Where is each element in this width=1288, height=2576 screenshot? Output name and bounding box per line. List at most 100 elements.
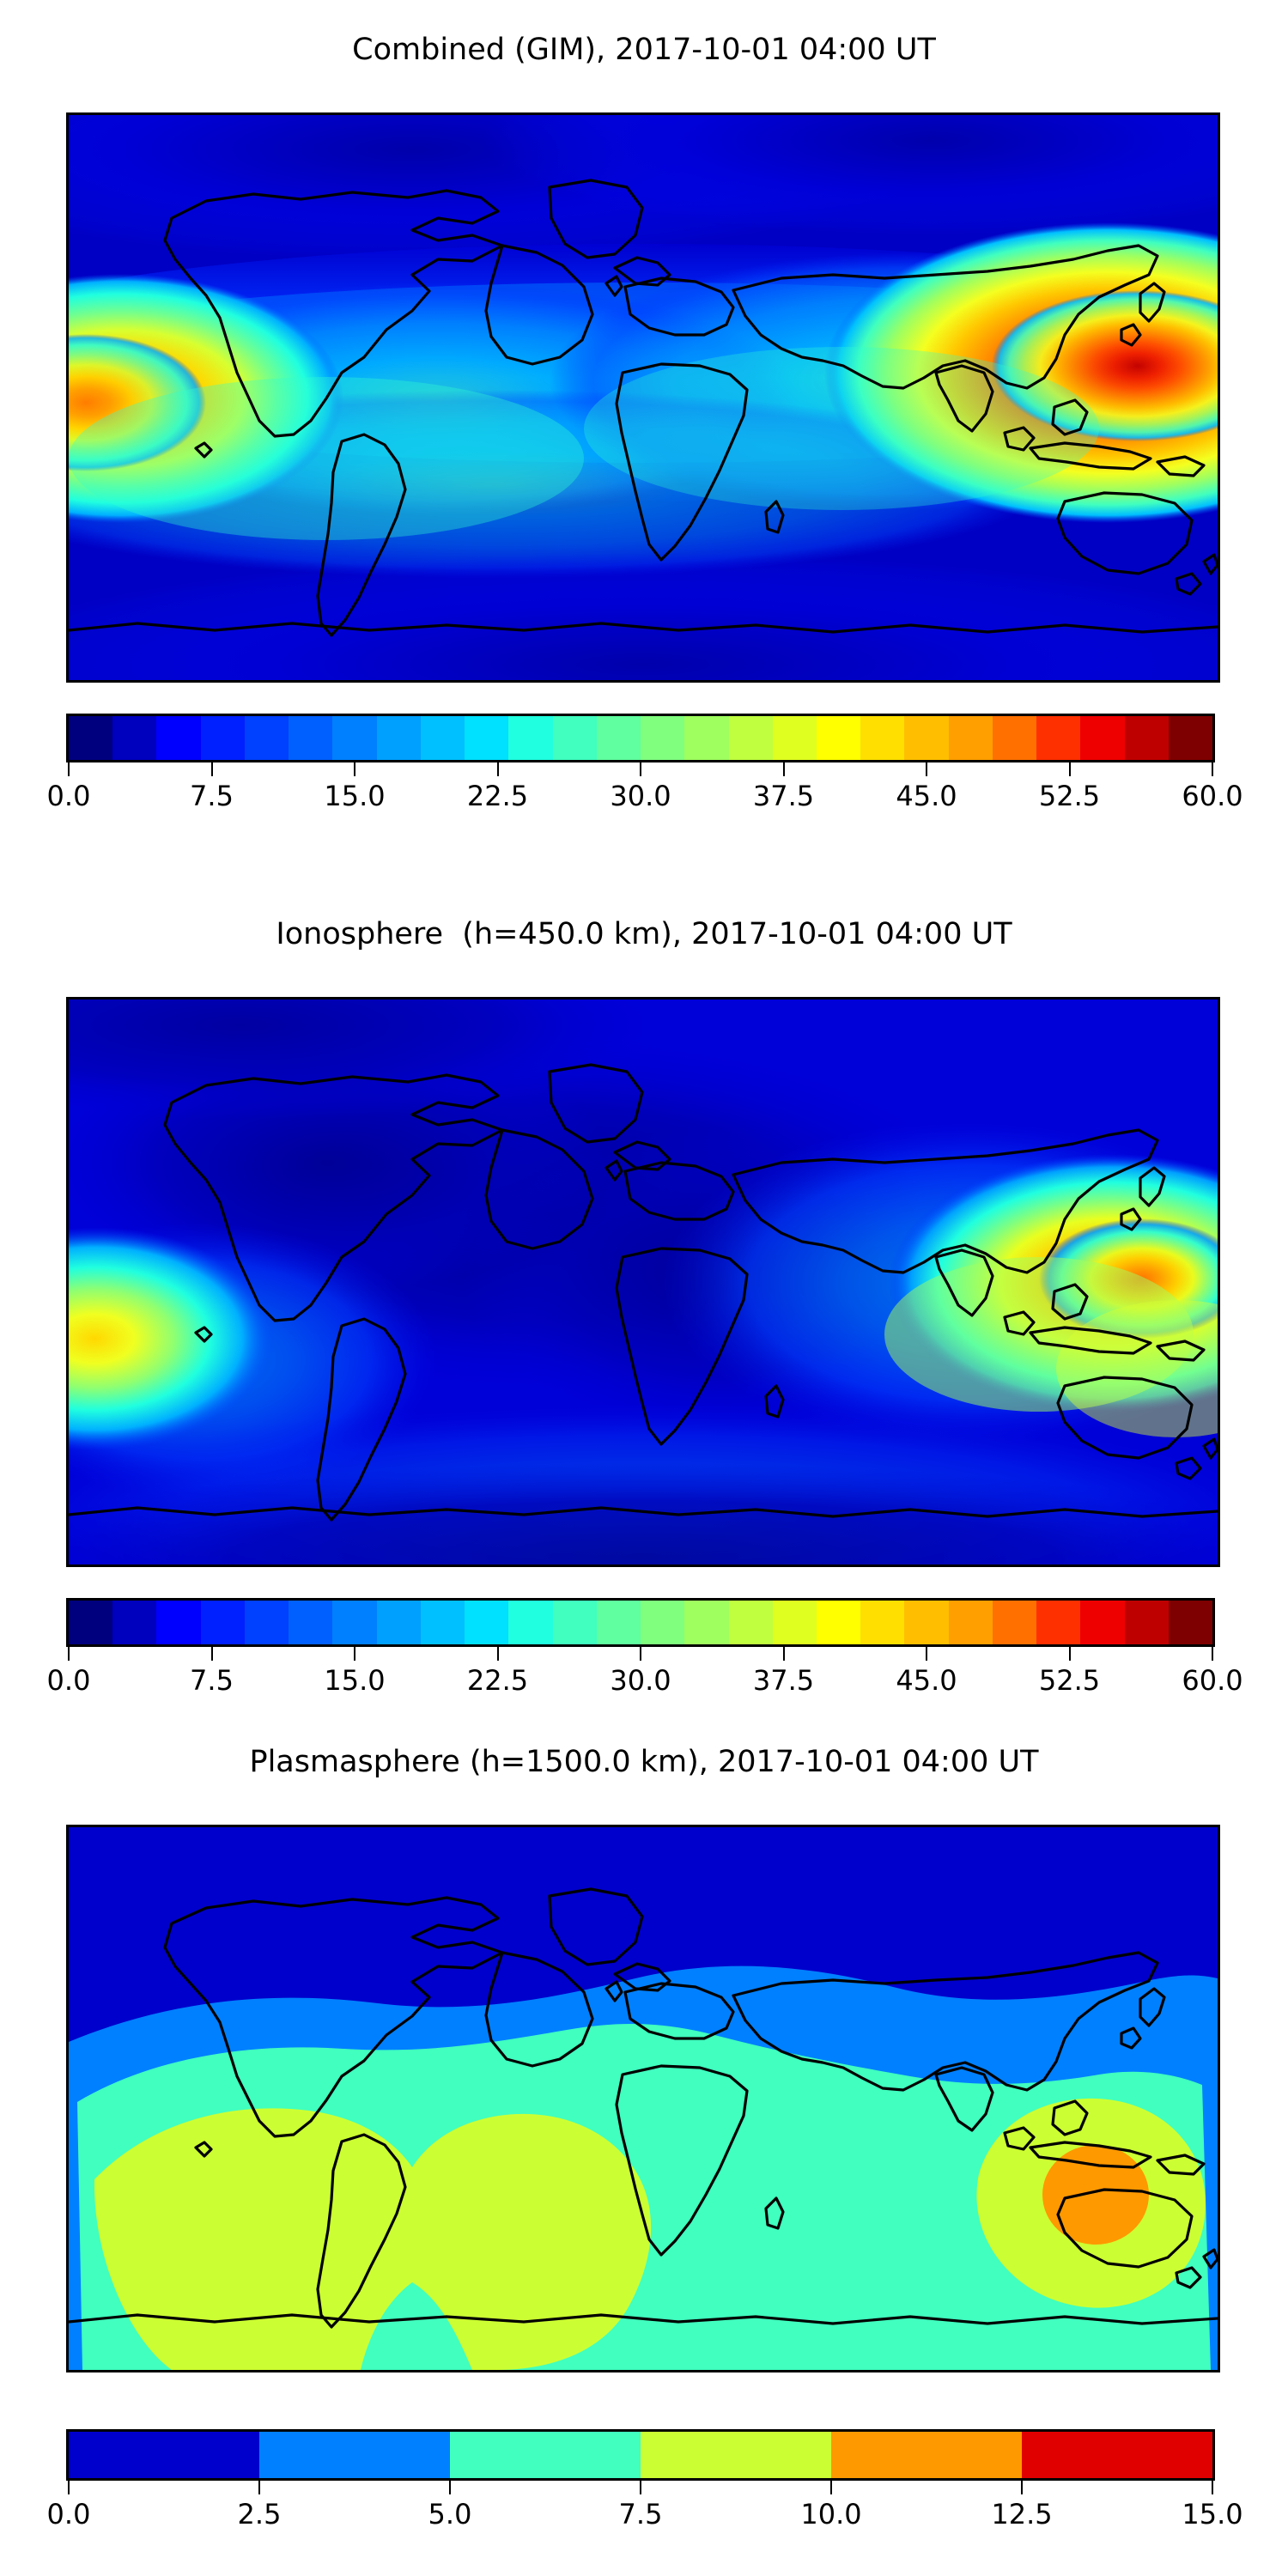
colorbar-ticklabel: 15.0 <box>1182 2498 1243 2530</box>
colorbar-tickmark <box>1068 1647 1071 1661</box>
panel-title-combined-gim: Combined (GIM), 2017-10-01 04:00 UT <box>352 33 936 67</box>
colorbar-tickmark <box>926 1647 927 1661</box>
colorbar-ticklabel: 37.5 <box>752 1664 815 1697</box>
colorbar-segment <box>816 716 861 760</box>
colorbar-ticklabel: 2.5 <box>237 2498 282 2530</box>
colorbar-segment <box>508 1601 553 1644</box>
colorbar-ticklabel: 30.0 <box>610 780 671 812</box>
colorbar-combined-gim: 0.0 7.5 15.0 22.5 30.0 37.5 45.0 52.5 60.0 <box>47 714 1243 825</box>
colorbar-segment <box>1124 1601 1169 1644</box>
colorbar-segment <box>684 1601 729 1644</box>
map-plasmasphere-1500km <box>66 1825 1220 2372</box>
colorbar-segment <box>1080 1601 1125 1644</box>
colorbar-tickmark <box>68 2481 70 2494</box>
colorbar-ticklabel: 7.5 <box>190 1664 234 1697</box>
map-field-plasmasphere-1500km <box>69 1827 1218 2370</box>
colorbar-tickmark <box>210 1647 213 1661</box>
coastlines-layer <box>69 179 1218 637</box>
map-ionosphere-450km <box>66 997 1220 1567</box>
colorbar-tickmark <box>640 762 641 776</box>
colorbar-segment <box>684 716 729 760</box>
colorbar-segment <box>641 2432 831 2478</box>
map-combined-gim <box>66 112 1220 683</box>
colorbar-segment <box>904 1601 949 1644</box>
colorbar-ticklabel: 7.5 <box>618 2498 663 2530</box>
colorbar-ticklabel: 30.0 <box>610 1664 671 1697</box>
contour-band-4-west <box>94 2108 652 2370</box>
colorbar-segment <box>772 1601 817 1644</box>
colorbar-tickmark <box>1021 2481 1023 2494</box>
colorbar-segment <box>1022 2432 1212 2478</box>
colorbar-plasmasphere-1500km: 0.0 2.5 5.0 7.5 10.0 12.5 15.0 <box>47 2429 1243 2541</box>
colorbar-ticklabel: 52.5 <box>1038 1664 1101 1697</box>
colorbar-segment <box>831 2432 1022 2478</box>
colorbar-tickmark <box>68 1647 70 1661</box>
colorbar-segment <box>69 1601 113 1644</box>
colorbar-segment <box>1036 1601 1081 1644</box>
colorbar-ticklabel: 22.5 <box>466 1664 529 1697</box>
panel-title-plasmasphere-1500km: Plasmasphere (h=1500.0 km), 2017-10-01 0… <box>249 1745 1039 1779</box>
colorbar-segment <box>289 716 333 760</box>
colorbar-tickmark <box>782 762 785 776</box>
colorbar-segment <box>420 716 465 760</box>
colorbar-segment <box>465 1601 509 1644</box>
colorbar-segment <box>948 716 993 760</box>
colorbar-tickmark <box>1212 2481 1213 2494</box>
colorbar-segment <box>156 1601 201 1644</box>
colorbar-segment <box>112 716 157 760</box>
colorbar-segment <box>728 716 773 760</box>
coastlines-layer <box>69 1063 1218 1522</box>
map-field-combined-gim <box>69 115 1218 680</box>
colorbar-segment <box>332 716 377 760</box>
colorbar-segment <box>156 716 201 760</box>
colorbar-ticklabel: 60.0 <box>1182 1664 1243 1697</box>
colorbar-ticklabel: 0.0 <box>46 1664 91 1697</box>
colorbar-segment <box>244 716 289 760</box>
colorbar-ticklabel: 5.0 <box>428 2498 472 2530</box>
colorbar-ticklabel: 37.5 <box>752 780 815 812</box>
colorbar-segment <box>420 1601 465 1644</box>
colorbar-segment <box>992 1601 1037 1644</box>
colorbar-segment <box>244 1601 289 1644</box>
colorbar-segment <box>816 1601 861 1644</box>
colorbar-gradient-jet-60-b <box>66 1598 1215 1647</box>
colorbar-tickmark <box>1068 762 1071 776</box>
colorbar-ticks-jet-60-b: 0.0 7.5 15.0 22.5 30.0 37.5 45.0 52.5 60.0 <box>47 1598 1243 1710</box>
colorbar-segment <box>289 1601 333 1644</box>
coastlines-layer <box>69 1887 1218 2329</box>
colorbar-tickmark <box>926 762 927 776</box>
colorbar-segment <box>1036 716 1081 760</box>
colorbar-tickmark <box>68 762 70 776</box>
colorbar-segment <box>1124 716 1169 760</box>
colorbar-segment <box>860 1601 905 1644</box>
colorbar-tickmark <box>640 1647 641 1661</box>
colorbar-segment <box>1168 1601 1212 1644</box>
colorbar-gradient-jet-15 <box>66 2429 1215 2481</box>
colorbar-ticklabel: 12.5 <box>991 2498 1053 2530</box>
colorbar-tickmark <box>782 1647 785 1661</box>
colorbar-tickmark <box>496 762 499 776</box>
colorbar-segment <box>552 1601 597 1644</box>
colorbar-ticklabel: 0.0 <box>46 780 91 812</box>
colorbar-segment <box>200 716 245 760</box>
colorbar-tickmark <box>210 762 213 776</box>
colorbar-segment <box>259 2432 450 2478</box>
colorbar-segment <box>641 1601 685 1644</box>
colorbar-ticklabel: 0.0 <box>46 2498 91 2530</box>
colorbar-segment <box>69 716 113 760</box>
colorbar-segment <box>1168 716 1212 760</box>
colorbar-ticks-jet-60: 0.0 7.5 15.0 22.5 30.0 37.5 45.0 52.5 60.0 <box>47 714 1243 825</box>
colorbar-segment <box>332 1601 377 1644</box>
panel-title-ionosphere-450km: Ionosphere (h=450.0 km), 2017-10-01 04:0… <box>276 917 1012 951</box>
contour-band-5 <box>1042 2145 1149 2245</box>
colorbar-segment <box>508 716 553 760</box>
colorbar-segment <box>772 716 817 760</box>
colorbar-tickmark <box>1212 762 1213 776</box>
colorbar-segment <box>992 716 1037 760</box>
colorbar-gradient-jet-60 <box>66 714 1215 762</box>
colorbar-segment <box>596 1601 641 1644</box>
colorbar-tickmark <box>830 2481 832 2494</box>
colorbar-ticklabel: 15.0 <box>324 1664 386 1697</box>
colorbar-tickmark <box>258 2481 260 2494</box>
